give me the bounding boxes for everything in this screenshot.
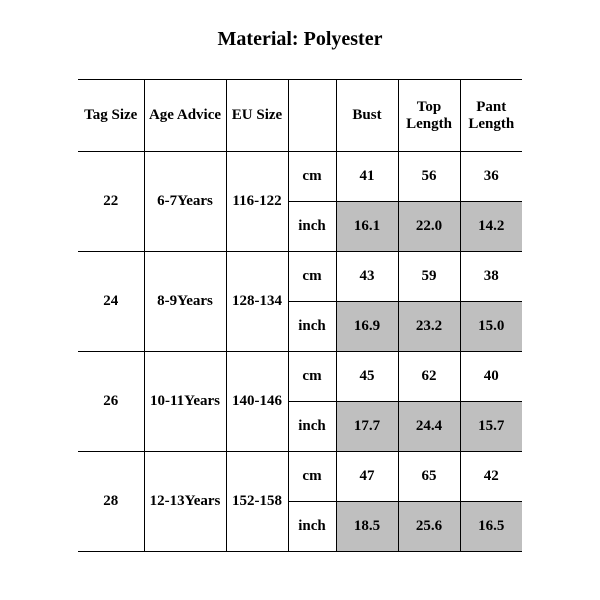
cell-pant-length-cm: 42 bbox=[460, 452, 522, 502]
cell-bust-inch: 18.5 bbox=[336, 502, 398, 552]
cell-pant-length-cm: 36 bbox=[460, 152, 522, 202]
cell-age-advice: 12-13Years bbox=[144, 452, 226, 552]
col-header-top-length: Top Length bbox=[398, 80, 460, 152]
page-title: Material: Polyester bbox=[0, 28, 600, 51]
col-header-bust: Bust bbox=[336, 80, 398, 152]
cell-top-length-cm: 65 bbox=[398, 452, 460, 502]
cell-bust-cm: 45 bbox=[336, 352, 398, 402]
cell-bust-inch: 16.9 bbox=[336, 302, 398, 352]
cell-bust-cm: 43 bbox=[336, 252, 398, 302]
col-header-pant-length: Pant Length bbox=[460, 80, 522, 152]
cell-tag-size: 22 bbox=[78, 152, 144, 252]
cell-eu-size: 128-134 bbox=[226, 252, 288, 352]
table-row: 28 12-13Years 152-158 cm 47 65 42 bbox=[78, 452, 522, 502]
cell-tag-size: 24 bbox=[78, 252, 144, 352]
cell-pant-length-inch: 16.5 bbox=[460, 502, 522, 552]
cell-top-length-cm: 59 bbox=[398, 252, 460, 302]
cell-bust-cm: 47 bbox=[336, 452, 398, 502]
cell-pant-length-cm: 40 bbox=[460, 352, 522, 402]
cell-eu-size: 116-122 bbox=[226, 152, 288, 252]
cell-unit-inch: inch bbox=[288, 502, 336, 552]
cell-unit-inch: inch bbox=[288, 402, 336, 452]
page: Material: Polyester Tag Size Age Advice … bbox=[0, 0, 600, 600]
col-header-eu-size: EU Size bbox=[226, 80, 288, 152]
size-table: Tag Size Age Advice EU Size Bust Top Len… bbox=[78, 79, 522, 552]
cell-top-length-inch: 24.4 bbox=[398, 402, 460, 452]
table-row: 26 10-11Years 140-146 cm 45 62 40 bbox=[78, 352, 522, 402]
header-row: Tag Size Age Advice EU Size Bust Top Len… bbox=[78, 80, 522, 152]
cell-age-advice: 8-9Years bbox=[144, 252, 226, 352]
table-row: 22 6-7Years 116-122 cm 41 56 36 bbox=[78, 152, 522, 202]
cell-unit-inch: inch bbox=[288, 202, 336, 252]
cell-age-advice: 10-11Years bbox=[144, 352, 226, 452]
table-row: 24 8-9Years 128-134 cm 43 59 38 bbox=[78, 252, 522, 302]
cell-pant-length-inch: 15.7 bbox=[460, 402, 522, 452]
col-header-unit bbox=[288, 80, 336, 152]
cell-top-length-inch: 22.0 bbox=[398, 202, 460, 252]
cell-unit-cm: cm bbox=[288, 452, 336, 502]
cell-unit-cm: cm bbox=[288, 352, 336, 402]
cell-bust-cm: 41 bbox=[336, 152, 398, 202]
cell-bust-inch: 16.1 bbox=[336, 202, 398, 252]
cell-eu-size: 152-158 bbox=[226, 452, 288, 552]
cell-top-length-cm: 62 bbox=[398, 352, 460, 402]
cell-pant-length-inch: 15.0 bbox=[460, 302, 522, 352]
cell-tag-size: 28 bbox=[78, 452, 144, 552]
cell-eu-size: 140-146 bbox=[226, 352, 288, 452]
col-header-tag-size: Tag Size bbox=[78, 80, 144, 152]
col-header-age-advice: Age Advice bbox=[144, 80, 226, 152]
cell-top-length-cm: 56 bbox=[398, 152, 460, 202]
cell-pant-length-cm: 38 bbox=[460, 252, 522, 302]
cell-unit-cm: cm bbox=[288, 252, 336, 302]
cell-top-length-inch: 23.2 bbox=[398, 302, 460, 352]
cell-pant-length-inch: 14.2 bbox=[460, 202, 522, 252]
cell-age-advice: 6-7Years bbox=[144, 152, 226, 252]
cell-bust-inch: 17.7 bbox=[336, 402, 398, 452]
cell-unit-cm: cm bbox=[288, 152, 336, 202]
cell-tag-size: 26 bbox=[78, 352, 144, 452]
cell-top-length-inch: 25.6 bbox=[398, 502, 460, 552]
cell-unit-inch: inch bbox=[288, 302, 336, 352]
